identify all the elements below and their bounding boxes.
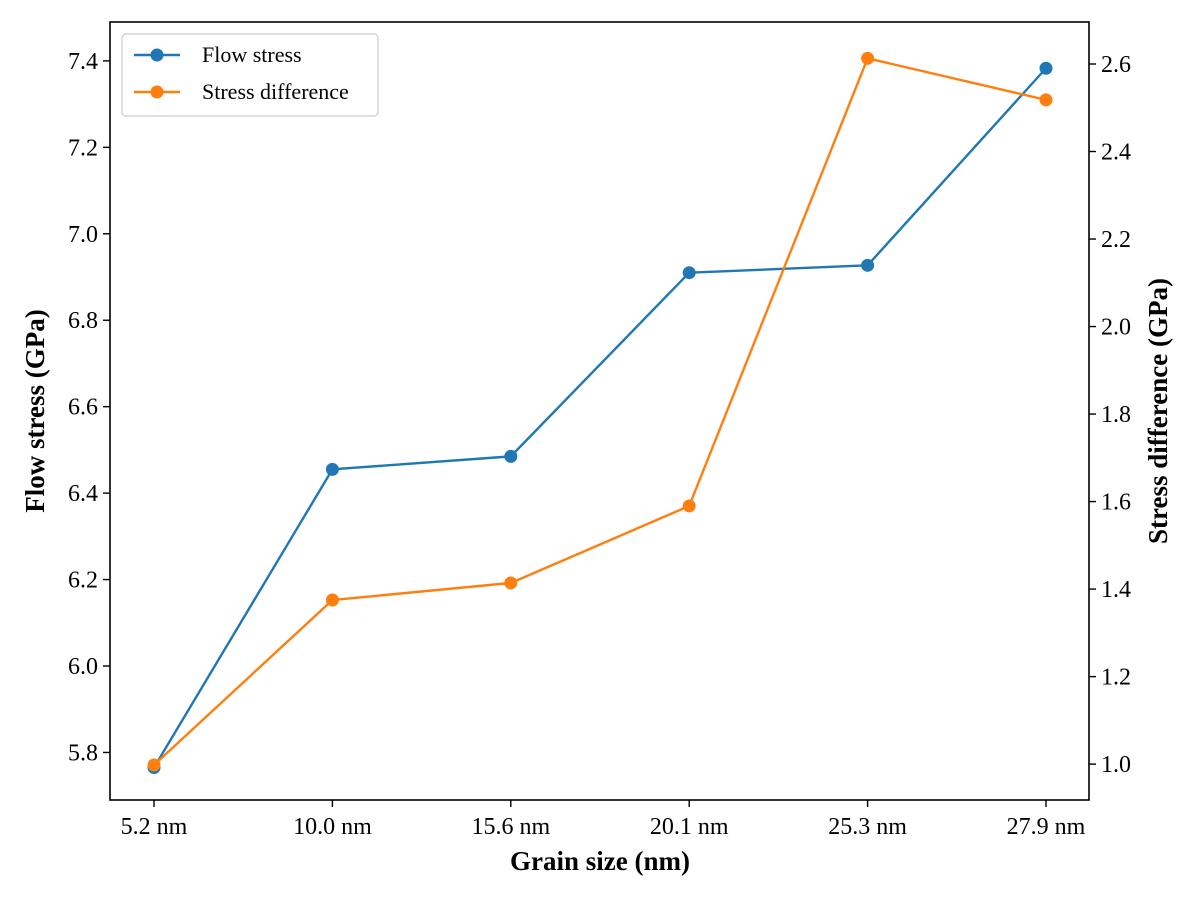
left-y-tick-label: 6.2 xyxy=(68,568,98,594)
legend-flow-stress-swatch-marker xyxy=(150,48,164,62)
right-y-axis-ticks: 1.0 1.2 1.4 1.6 1.8 2.0 2.2 2.4 2.6 xyxy=(1089,52,1131,778)
legend-stress-difference-label: Stress difference xyxy=(202,79,349,104)
legend-box xyxy=(121,33,379,117)
left-y-tick-label: 6.0 xyxy=(68,654,98,680)
series-layer xyxy=(147,51,1053,775)
left-y-axis-ticks: 5.8 6.0 6.2 6.4 6.6 6.8 7.0 7.2 7.4 xyxy=(68,49,110,766)
right-y-tick-label: 2.0 xyxy=(1101,315,1131,341)
x-tick-label: 5.2 nm xyxy=(121,814,188,840)
legend-flow-stress-label: Flow stress xyxy=(202,42,302,67)
flow-stress-point xyxy=(682,266,696,280)
stress-difference-point xyxy=(504,576,518,590)
stress-difference-point xyxy=(682,499,696,513)
stress-difference-point xyxy=(147,758,161,772)
left-y-axis-title: Flow stress (GPa) xyxy=(20,309,50,512)
stress-difference-point xyxy=(1039,93,1053,107)
left-y-tick-label: 5.8 xyxy=(68,740,98,766)
left-y-tick-label: 6.4 xyxy=(68,481,98,507)
left-y-tick-label: 7.0 xyxy=(68,222,98,248)
stress-difference-point xyxy=(325,593,339,607)
legend: Flow stress Stress difference xyxy=(121,33,379,117)
flow-stress-point xyxy=(1039,61,1053,75)
left-y-tick-label: 6.6 xyxy=(68,395,98,421)
flow-stress-point xyxy=(504,449,518,463)
left-y-tick-label: 7.2 xyxy=(68,135,98,161)
plot-frame xyxy=(109,21,1090,801)
x-axis-ticks: 5.2 nm 10.0 nm 15.6 nm 20.1 nm 25.3 nm 27.9 n… xyxy=(121,800,1086,840)
stress-difference-line xyxy=(153,57,1047,766)
flow-stress-line xyxy=(152,67,1047,769)
right-y-tick-label: 1.4 xyxy=(1101,577,1131,603)
right-y-tick-label: 2.4 xyxy=(1101,140,1131,166)
legend-stress-difference-swatch-marker xyxy=(150,85,164,99)
right-y-tick-label: 2.6 xyxy=(1101,52,1131,78)
right-y-tick-label: 1.6 xyxy=(1101,490,1131,516)
flow-stress-point xyxy=(861,258,875,272)
right-y-tick-label: 1.8 xyxy=(1101,402,1131,428)
x-tick-label: 20.1 nm xyxy=(650,814,729,840)
right-y-tick-label: 1.0 xyxy=(1101,752,1131,778)
x-tick-label: 27.9 nm xyxy=(1007,814,1086,840)
stress-difference-point xyxy=(861,51,875,65)
x-tick-label: 25.3 nm xyxy=(828,814,907,840)
x-axis-title: Grain size (nm) xyxy=(510,846,690,876)
right-y-axis-title: Stress difference (GPa) xyxy=(1143,278,1173,544)
left-y-tick-label: 6.8 xyxy=(68,308,98,334)
right-y-tick-label: 1.2 xyxy=(1101,665,1131,691)
flow-stress-point xyxy=(325,462,339,476)
left-y-tick-label: 7.4 xyxy=(68,49,98,75)
x-tick-label: 15.6 nm xyxy=(471,814,550,840)
x-tick-label: 10.0 nm xyxy=(293,814,372,840)
right-y-tick-label: 2.2 xyxy=(1101,227,1131,253)
